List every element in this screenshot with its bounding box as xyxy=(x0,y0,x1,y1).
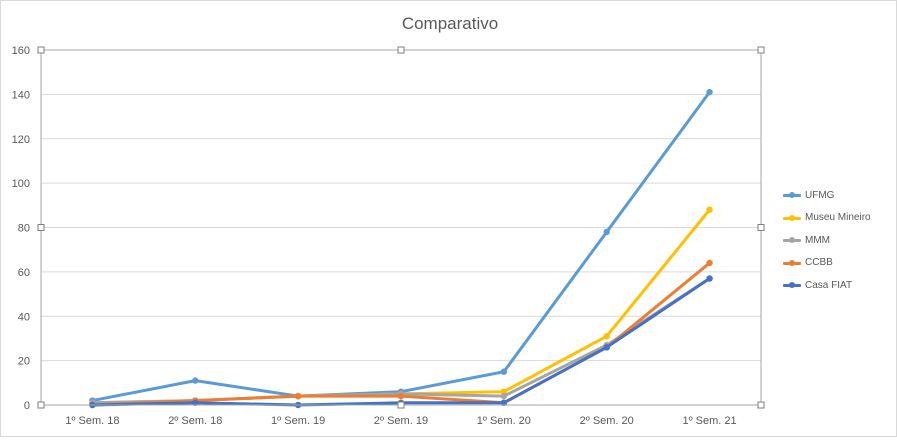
legend-swatch xyxy=(783,259,801,267)
y-tick-label: 140 xyxy=(12,89,30,101)
data-point[interactable] xyxy=(192,399,199,406)
legend: UFMG Museu Mineiro MMM CCBB Casa FIAT xyxy=(783,184,895,297)
x-tick-label: 2º Sem. 18 xyxy=(168,415,222,427)
x-tick-label: 1º Sem. 19 xyxy=(271,415,325,427)
data-point[interactable] xyxy=(706,88,713,96)
resize-handle[interactable] xyxy=(757,401,765,409)
legend-label: UFMG xyxy=(805,189,835,201)
x-tick-label: 2º Sem. 19 xyxy=(374,415,428,427)
legend-swatch xyxy=(783,214,801,222)
legend-swatch xyxy=(783,236,801,244)
legend-swatch xyxy=(783,191,801,199)
x-tick-label: 1º Sem. 20 xyxy=(477,415,531,427)
data-point[interactable] xyxy=(603,333,610,340)
resize-handle[interactable] xyxy=(37,46,45,54)
legend-item[interactable]: CCBB xyxy=(783,252,895,275)
resize-handle[interactable] xyxy=(37,224,45,231)
legend-item[interactable]: Museu Mineiro xyxy=(783,207,895,230)
y-tick-label: 40 xyxy=(18,311,30,323)
y-tick-label: 0 xyxy=(24,400,30,412)
data-point[interactable] xyxy=(500,399,508,406)
series-0 xyxy=(89,88,713,404)
legend-label: Museu Mineiro xyxy=(805,212,871,224)
legend-item[interactable]: MMM xyxy=(783,229,895,252)
data-point[interactable] xyxy=(192,377,199,384)
data-point[interactable] xyxy=(603,344,610,351)
y-tick-label: 120 xyxy=(12,134,30,146)
legend-swatch xyxy=(783,281,801,289)
axes: 0 20 40 60 80 100 120 140 160 1º Sem. 18 2º Sem. 1… xyxy=(12,45,761,427)
resize-handle[interactable] xyxy=(37,401,45,409)
legend-label: Casa FIAT xyxy=(805,279,853,291)
legend-item[interactable]: Casa FIAT xyxy=(783,274,895,297)
x-tick-label: 1º Sem. 18 xyxy=(65,415,119,427)
series-1 xyxy=(89,206,713,406)
data-point[interactable] xyxy=(706,206,713,213)
data-point[interactable] xyxy=(603,228,610,236)
legend-label: CCBB xyxy=(805,257,833,269)
y-tick-label: 160 xyxy=(12,45,30,57)
y-tick-label: 20 xyxy=(18,356,30,368)
y-tick-label: 100 xyxy=(12,178,30,190)
resize-handle[interactable] xyxy=(757,224,765,231)
data-point[interactable] xyxy=(500,388,508,395)
data-point[interactable] xyxy=(397,392,405,400)
resize-handle[interactable] xyxy=(397,401,405,409)
series-3 xyxy=(89,259,713,409)
data-point[interactable] xyxy=(500,392,508,400)
x-tick-label: 2º Sem. 20 xyxy=(580,415,634,427)
y-tick-label: 60 xyxy=(18,267,30,279)
y-tick-label: 80 xyxy=(18,223,30,235)
series-line[interactable] xyxy=(90,277,712,407)
series-4 xyxy=(89,275,713,409)
series-line[interactable] xyxy=(90,208,712,405)
gridlines xyxy=(41,49,761,362)
x-tick-label: 1º Sem. 21 xyxy=(682,415,736,427)
data-point[interactable] xyxy=(500,368,508,375)
resize-handle[interactable] xyxy=(757,46,765,54)
data-point[interactable] xyxy=(706,275,713,282)
legend-label: MMM xyxy=(805,234,830,246)
legend-item[interactable]: UFMG xyxy=(783,184,895,207)
data-point[interactable] xyxy=(294,392,302,400)
plot-area-selection-handles[interactable] xyxy=(37,46,765,409)
resize-handle[interactable] xyxy=(397,46,405,54)
data-point[interactable] xyxy=(706,259,713,267)
chart-title: Comparativo xyxy=(402,14,498,33)
